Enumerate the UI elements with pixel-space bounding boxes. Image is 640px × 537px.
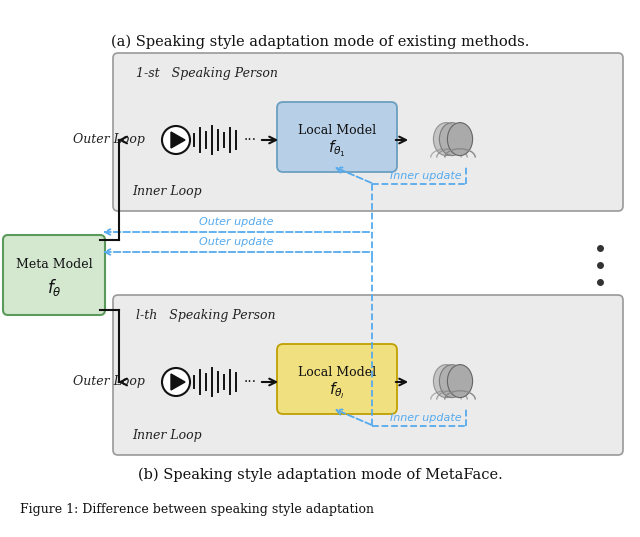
Polygon shape — [171, 374, 185, 390]
Text: $f_{\theta_l}$: $f_{\theta_l}$ — [329, 381, 345, 401]
Text: $f_{\theta}$: $f_{\theta}$ — [47, 277, 61, 297]
Text: Outer update: Outer update — [199, 237, 273, 247]
Text: Inner update: Inner update — [390, 413, 461, 423]
FancyBboxPatch shape — [277, 102, 397, 172]
Text: Local Model: Local Model — [298, 124, 376, 136]
Text: Inner Loop: Inner Loop — [132, 185, 202, 199]
Text: ···: ··· — [244, 375, 257, 389]
Circle shape — [162, 368, 190, 396]
Text: Outer Loop: Outer Loop — [73, 134, 145, 147]
Text: $f_{\theta_1}$: $f_{\theta_1}$ — [328, 139, 346, 159]
Ellipse shape — [440, 365, 465, 397]
Text: ···: ··· — [244, 133, 257, 147]
FancyBboxPatch shape — [277, 344, 397, 414]
Ellipse shape — [447, 122, 472, 156]
FancyBboxPatch shape — [3, 235, 105, 315]
Text: Outer Loop: Outer Loop — [73, 375, 145, 388]
Text: (b) Speaking style adaptation mode of MetaFace.: (b) Speaking style adaptation mode of Me… — [138, 468, 502, 482]
FancyBboxPatch shape — [113, 295, 623, 455]
Text: Outer update: Outer update — [199, 217, 273, 227]
Text: Meta Model: Meta Model — [16, 258, 92, 272]
Ellipse shape — [433, 365, 459, 397]
Ellipse shape — [440, 122, 465, 156]
FancyBboxPatch shape — [113, 53, 623, 211]
Polygon shape — [171, 132, 185, 148]
Text: 1-st   Speaking Person: 1-st Speaking Person — [136, 68, 278, 81]
Text: l-th   Speaking Person: l-th Speaking Person — [136, 309, 275, 323]
Text: (a) Speaking style adaptation mode of existing methods.: (a) Speaking style adaptation mode of ex… — [111, 35, 529, 49]
Ellipse shape — [433, 122, 459, 156]
Text: Inner update: Inner update — [390, 171, 461, 181]
Text: Figure 1: Difference between speaking style adaptation: Figure 1: Difference between speaking st… — [20, 504, 374, 517]
Text: Local Model: Local Model — [298, 366, 376, 379]
Circle shape — [162, 126, 190, 154]
Ellipse shape — [447, 365, 472, 397]
Text: Inner Loop: Inner Loop — [132, 430, 202, 442]
